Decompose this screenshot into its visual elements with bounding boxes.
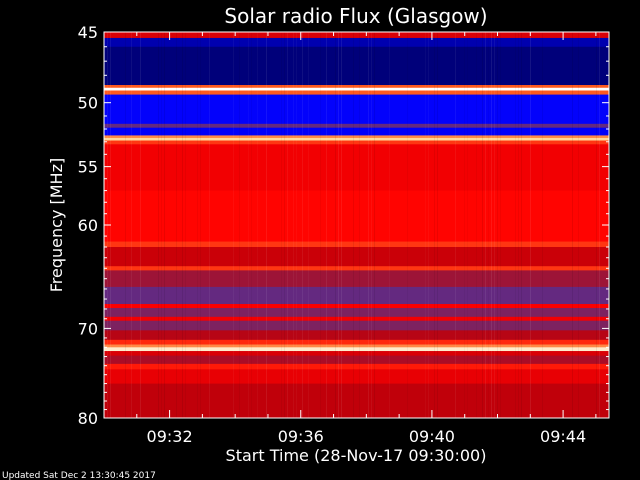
spectrogram-band <box>104 355 609 365</box>
spectrogram-band <box>104 344 609 348</box>
spectrogram-band <box>104 304 609 309</box>
x-tick-label: 09:44 <box>540 427 586 446</box>
spectrogram-band <box>104 135 609 139</box>
spectrogram-band <box>104 127 609 136</box>
chart-title: Solar radio Flux (Glasgow) <box>224 4 487 28</box>
spectrogram-band <box>104 347 609 352</box>
spectrogram-band <box>104 270 609 288</box>
spectrogram-band <box>104 32 609 39</box>
y-tick-label: 80 <box>78 409 98 428</box>
y-tick-label: 55 <box>78 158 98 177</box>
spectrogram-band <box>104 85 609 89</box>
spectrogram-band <box>104 87 609 91</box>
x-tick-label: 09:32 <box>147 427 193 446</box>
spectrogram-band <box>104 320 609 331</box>
spectrogram-plot-area <box>104 32 609 418</box>
spectrogram-band <box>104 241 609 248</box>
spectrogram-band <box>104 123 609 129</box>
spectrogram-band <box>104 330 609 341</box>
spectrogram-band <box>104 137 609 142</box>
spectrogram-band <box>104 246 609 267</box>
spectrogram-band <box>104 316 609 322</box>
spectrogram-band <box>104 94 609 125</box>
x-tick-label: 09:36 <box>278 427 324 446</box>
spectrogram-band <box>104 37 609 48</box>
spectrogram-band <box>104 363 609 370</box>
spectrogram-band <box>104 383 609 418</box>
spectrogram-band <box>104 140 609 145</box>
spectrogram-band <box>104 307 609 318</box>
spectrogram-band <box>104 351 609 357</box>
spectrogram-band <box>104 369 609 385</box>
y-axis-label: Frequency [MHz] <box>47 158 66 292</box>
x-tick-label: 09:40 <box>409 427 455 446</box>
spectrogram-band <box>104 190 609 243</box>
y-tick-label: 60 <box>78 216 98 235</box>
y-tick-label: 45 <box>78 23 98 42</box>
x-axis-label: Start Time (28-Nov-17 09:30:00) <box>226 446 487 465</box>
updated-timestamp: Updated Sat Dec 2 13:30:45 2017 <box>2 471 156 480</box>
axis-ticks: 45 50 55 60 70 80 09:32 09:36 09:40 09:44 <box>78 23 609 446</box>
spectrogram-band <box>104 46 609 86</box>
spectrogram-band <box>104 90 609 96</box>
spectrogram-band <box>104 339 609 346</box>
spectrogram-band <box>104 266 609 271</box>
spectrogram-band <box>104 286 609 305</box>
y-tick-label: 50 <box>78 94 98 113</box>
y-tick-label: 70 <box>78 319 98 338</box>
spectrogram-band <box>104 144 609 192</box>
